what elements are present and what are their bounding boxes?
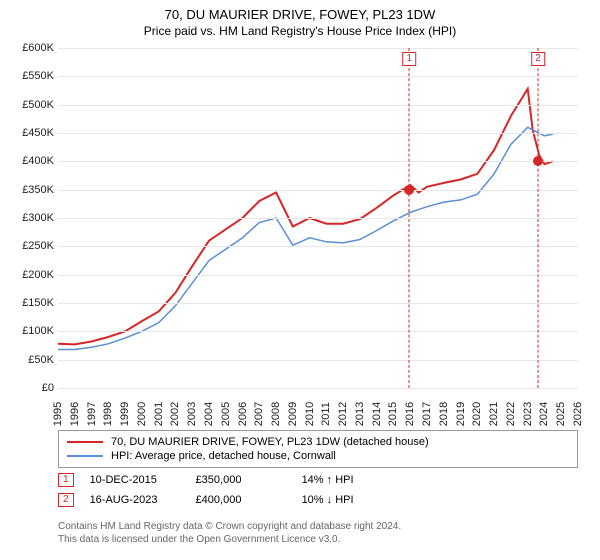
marker-vline <box>409 48 410 388</box>
xtick-label: 2000 <box>136 402 148 426</box>
gridline <box>58 303 578 304</box>
gridline <box>58 275 578 276</box>
xtick-label: 1998 <box>102 402 114 426</box>
ytick-label: £250K <box>6 240 54 252</box>
ytick-label: £300K <box>6 212 54 224</box>
xtick-label: 2021 <box>488 402 500 426</box>
legend-swatch <box>67 455 103 457</box>
credit: Contains HM Land Registry data © Crown c… <box>58 520 578 546</box>
plot-area: 12 <box>58 48 578 388</box>
ytick-label: £200K <box>6 269 54 281</box>
gridline <box>58 48 578 49</box>
xtick-label: 2022 <box>505 402 517 426</box>
chart-container: 70, DU MAURIER DRIVE, FOWEY, PL23 1DW Pr… <box>0 0 600 560</box>
ytick-label: £400K <box>6 155 54 167</box>
credit-line-1: Contains HM Land Registry data © Crown c… <box>58 520 578 533</box>
sale-row: 1 10-DEC-2015 £350,000 14% ↑ HPI <box>58 470 578 490</box>
sale-date: 10-DEC-2015 <box>90 474 180 486</box>
gridline <box>58 76 578 77</box>
xtick-label: 1996 <box>69 402 81 426</box>
sales-table: 1 10-DEC-2015 £350,000 14% ↑ HPI 2 16-AUG-202… <box>58 470 578 510</box>
xtick-label: 2008 <box>270 402 282 426</box>
xtick-label: 2007 <box>253 402 265 426</box>
xtick-label: 1997 <box>86 402 98 426</box>
xtick-label: 2009 <box>287 402 299 426</box>
marker-dot <box>533 156 543 166</box>
xtick-label: 2015 <box>387 402 399 426</box>
gridline <box>58 331 578 332</box>
xtick-label: 2013 <box>354 402 366 426</box>
ytick-label: £500K <box>6 99 54 111</box>
ytick-label: £100K <box>6 325 54 337</box>
gridline <box>58 190 578 191</box>
legend-swatch <box>67 441 103 443</box>
gridline <box>58 360 578 361</box>
ytick-label: £450K <box>6 127 54 139</box>
xtick-label: 2002 <box>169 402 181 426</box>
xtick-label: 2016 <box>404 402 416 426</box>
gridline <box>58 105 578 106</box>
xtick-label: 2005 <box>220 402 232 426</box>
marker-flag: 2 <box>531 52 545 66</box>
sale-delta: 14% ↑ HPI <box>302 474 392 486</box>
xtick-label: 2025 <box>555 402 567 426</box>
legend: 70, DU MAURIER DRIVE, FOWEY, PL23 1DW (d… <box>58 430 578 468</box>
xtick-label: 2024 <box>538 402 550 426</box>
ytick-label: £0 <box>6 382 54 394</box>
xtick-label: 1999 <box>119 402 131 426</box>
sale-flag: 1 <box>58 473 74 487</box>
credit-line-2: This data is licensed under the Open Gov… <box>58 533 578 546</box>
sale-delta: 10% ↓ HPI <box>302 494 392 506</box>
xtick-label: 1995 <box>52 402 64 426</box>
xtick-label: 2018 <box>438 402 450 426</box>
marker-flag: 1 <box>402 52 416 66</box>
chart-title: 70, DU MAURIER DRIVE, FOWEY, PL23 1DW <box>0 0 600 24</box>
xtick-label: 2012 <box>337 402 349 426</box>
legend-row: HPI: Average price, detached house, Corn… <box>67 449 569 463</box>
gridline <box>58 388 578 389</box>
xtick-label: 2011 <box>320 402 332 426</box>
xtick-label: 2020 <box>471 402 483 426</box>
xtick-label: 2003 <box>186 402 198 426</box>
series-line <box>58 89 553 345</box>
legend-label: HPI: Average price, detached house, Corn… <box>111 450 336 462</box>
marker-vline <box>538 48 539 388</box>
gridline <box>58 246 578 247</box>
ytick-label: £550K <box>6 70 54 82</box>
xtick-label: 2014 <box>371 402 383 426</box>
legend-row: 70, DU MAURIER DRIVE, FOWEY, PL23 1DW (d… <box>67 435 569 449</box>
gridline <box>58 133 578 134</box>
chart-subtitle: Price paid vs. HM Land Registry's House … <box>0 24 600 42</box>
xtick-label: 2010 <box>304 402 316 426</box>
sale-price: £400,000 <box>196 494 286 506</box>
xtick-label: 2004 <box>203 402 215 426</box>
sale-date: 16-AUG-2023 <box>90 494 180 506</box>
ytick-label: £350K <box>6 184 54 196</box>
ytick-label: £150K <box>6 297 54 309</box>
sale-row: 2 16-AUG-2023 £400,000 10% ↓ HPI <box>58 490 578 510</box>
xtick-label: 2017 <box>421 402 433 426</box>
gridline <box>58 161 578 162</box>
xtick-label: 2001 <box>153 402 165 426</box>
sale-flag: 2 <box>58 493 74 507</box>
sale-price: £350,000 <box>196 474 286 486</box>
xtick-label: 2026 <box>572 402 584 426</box>
ytick-label: £50K <box>6 354 54 366</box>
ytick-label: £600K <box>6 42 54 54</box>
legend-label: 70, DU MAURIER DRIVE, FOWEY, PL23 1DW (d… <box>111 436 429 448</box>
xtick-label: 2023 <box>522 402 534 426</box>
gridline <box>58 218 578 219</box>
xtick-label: 2019 <box>455 402 467 426</box>
xtick-label: 2006 <box>237 402 249 426</box>
marker-dot <box>404 185 414 195</box>
